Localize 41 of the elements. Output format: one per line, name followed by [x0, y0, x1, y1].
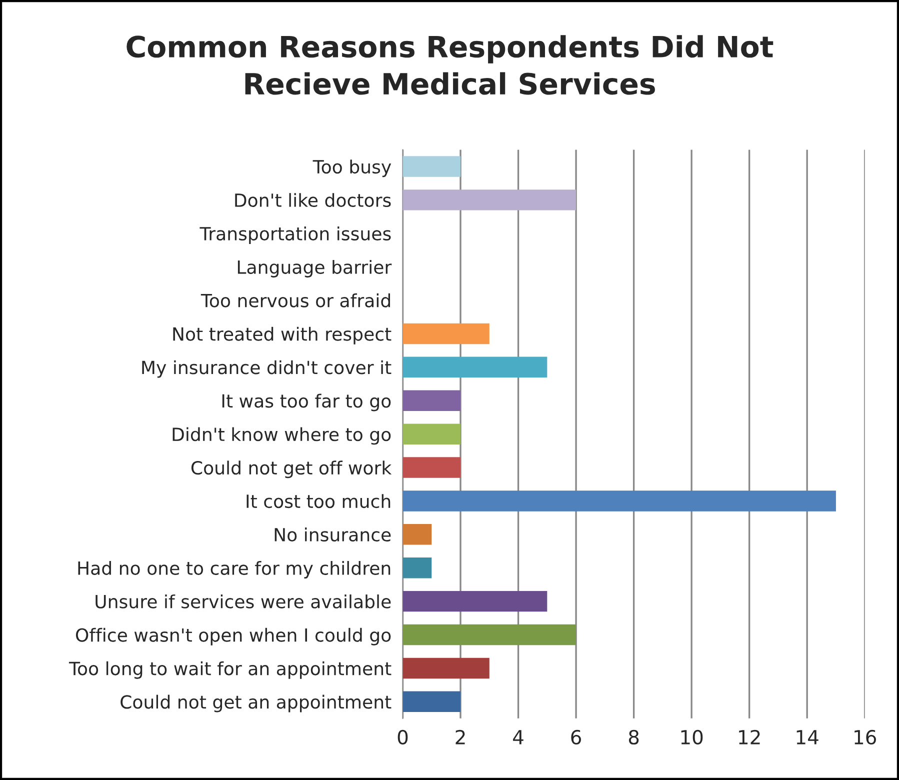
y-tick-label: Not treated with respect [173, 326, 392, 344]
y-tick-label: Didn't know where to go [172, 427, 391, 445]
y-tick-label: Too long to wait for an appointment [68, 661, 392, 679]
y-tick-label: Transportation issues [200, 226, 391, 244]
y-tick-label: Too nervous or afraid [200, 293, 390, 308]
x-tick-label: 2 [456, 730, 465, 744]
x-tick-label: 10 [681, 730, 703, 745]
bar [402, 457, 461, 478]
bar [402, 691, 461, 712]
bar [402, 524, 432, 545]
bar [402, 190, 576, 210]
y-tick-label: No insurance [274, 528, 391, 542]
y-tick-label: Had no one to care for my children [78, 561, 390, 578]
bar [402, 356, 548, 378]
x-tick-label: 14 [796, 730, 818, 744]
y-tick-label: Office wasn't open when I could go [76, 628, 391, 646]
x-tick-label: 16 [854, 730, 876, 745]
bar [402, 490, 836, 512]
bar [402, 624, 576, 646]
bar [402, 658, 490, 679]
y-tick-label: It cost too much [246, 494, 390, 508]
y-tick-label: Don't like doctors [235, 193, 391, 208]
y-tick-label: My insurance didn't cover it [142, 360, 392, 378]
bar [402, 590, 548, 612]
x-tick-label: 0 [398, 730, 408, 745]
y-tick-label: Too busy [312, 160, 392, 178]
bar [402, 557, 432, 578]
x-tick-label: 12 [739, 730, 760, 744]
y-tick-label: It was too far to go [222, 394, 391, 412]
bar [402, 424, 461, 444]
y-tick-label: Unsure if services were available [96, 594, 391, 608]
x-tick-label: 8 [628, 730, 639, 745]
chart-title: Common Reasons Respondents Did Not Recieve Medical Services [126, 35, 774, 95]
y-tick-label: Could not get an appointment [120, 694, 392, 712]
x-tick-label: 4 [513, 730, 524, 744]
bar [402, 156, 461, 177]
bar [402, 323, 490, 344]
y-tick-label: Language barrier [238, 260, 392, 278]
x-tick-label: 6 [571, 730, 581, 745]
y-tick-label: Could not get off work [191, 460, 392, 478]
bar [402, 390, 461, 411]
